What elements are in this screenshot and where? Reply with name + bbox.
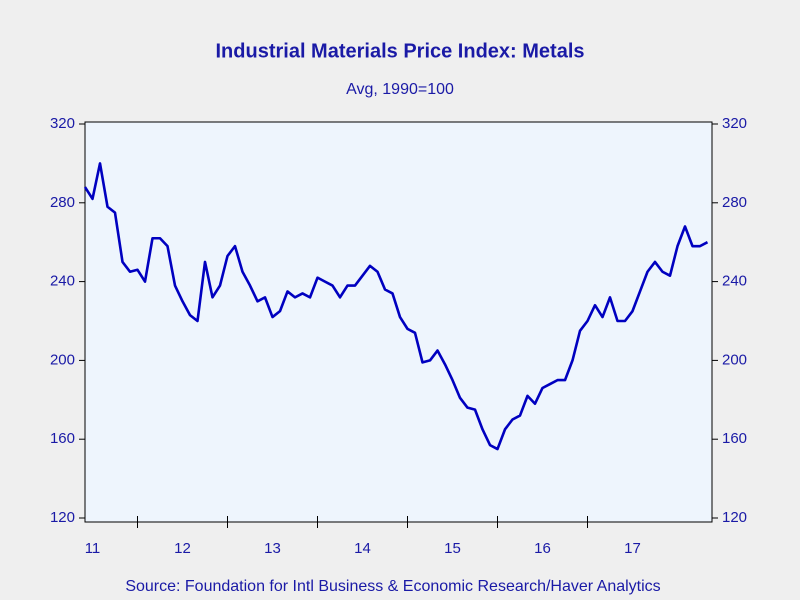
- y-tick-label: 280: [50, 194, 75, 211]
- y2-tick-label: 160: [722, 430, 747, 447]
- x-tick-label: 13: [264, 540, 281, 557]
- x-tick-label: 15: [444, 540, 461, 557]
- y-tick-label: 240: [50, 273, 75, 290]
- plot-area: [84, 121, 713, 523]
- y2-tick-label: 280: [722, 194, 747, 211]
- chart-subtitle: Avg, 1990=100: [346, 81, 454, 98]
- source-note: Source: Foundation for Intl Business & E…: [125, 578, 660, 595]
- y-tick-label: 320: [50, 115, 75, 132]
- x-tick-label: 11: [85, 540, 101, 557]
- data-line: [83, 162, 709, 451]
- y-tick-label: 160: [50, 430, 75, 447]
- x-tick-label: 14: [354, 540, 371, 557]
- y2-tick-label: 240: [722, 273, 747, 290]
- y2-tick-label: 200: [722, 351, 747, 368]
- x-tick-label: 16: [534, 540, 551, 557]
- chart-title: Industrial Materials Price Index: Metals: [215, 40, 584, 62]
- y-tick-label: 120: [50, 509, 75, 526]
- y2-tick-label: 320: [722, 115, 747, 132]
- x-tick-label: 17: [624, 540, 641, 557]
- x-tick-label: 12: [174, 540, 191, 557]
- y2-tick-label: 120: [722, 509, 747, 526]
- y-tick-label: 200: [50, 351, 75, 368]
